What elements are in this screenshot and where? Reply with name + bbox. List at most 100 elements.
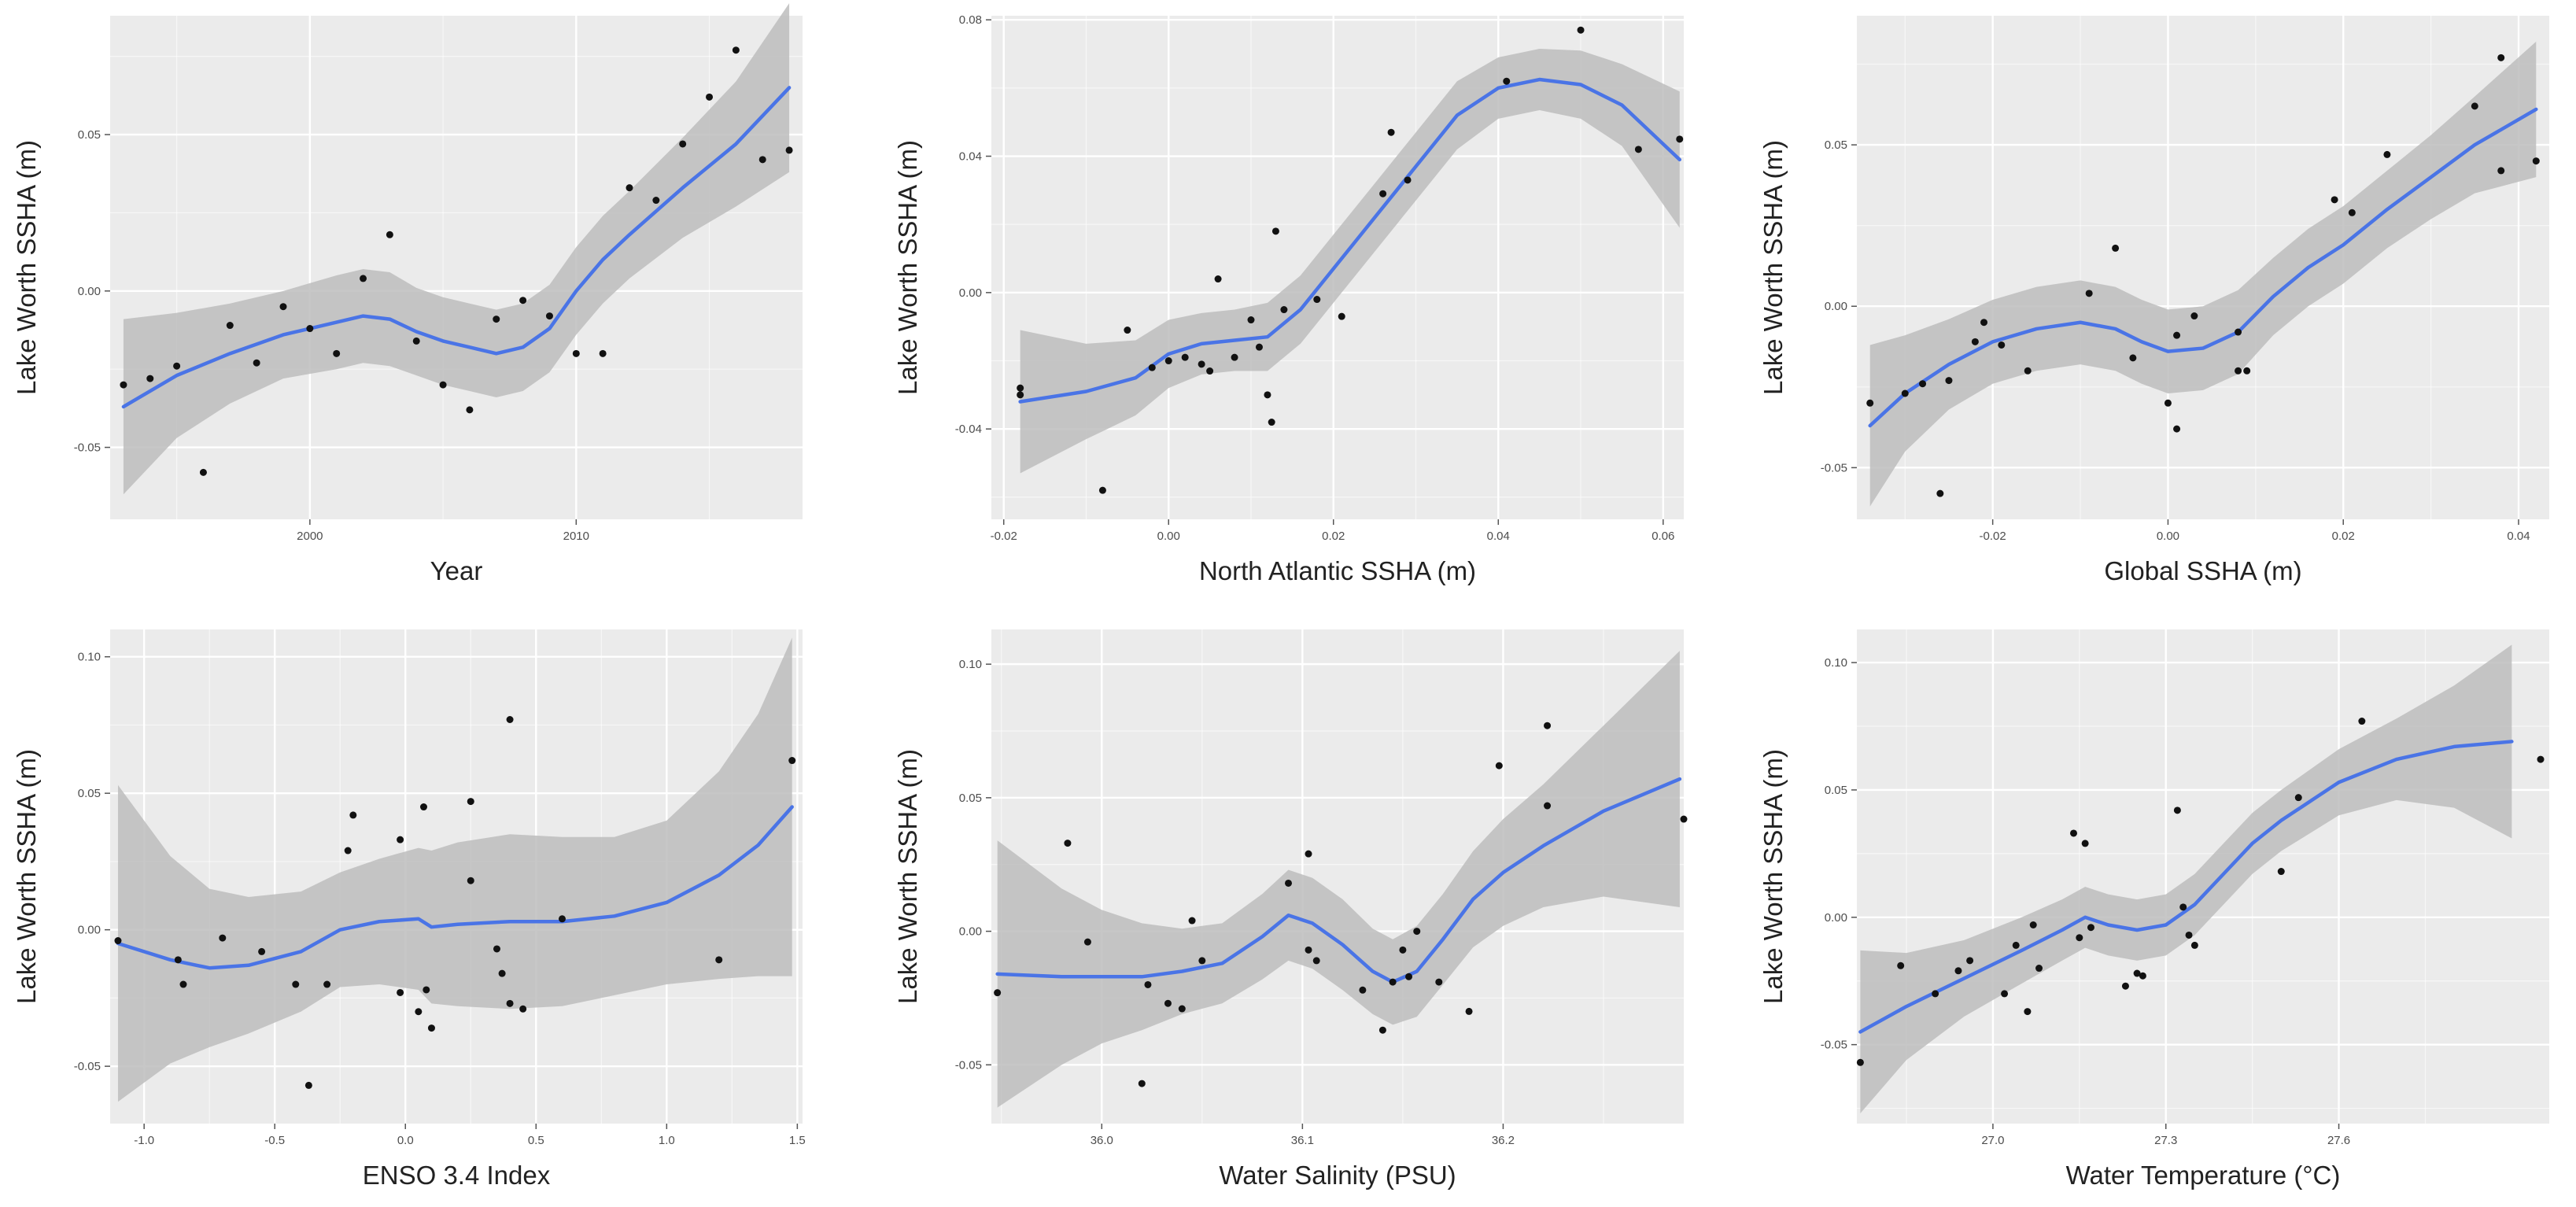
data-point [1083, 938, 1091, 946]
data-point [1305, 850, 1312, 858]
x-tick-label: 0.02 [2332, 530, 2355, 543]
data-point [1164, 999, 1172, 1007]
data-point [2070, 829, 2078, 837]
data-point [519, 1005, 527, 1013]
y-tick-label: -0.05 [955, 1058, 982, 1072]
x-axis-title: ENSO 3.4 Index [363, 1161, 551, 1190]
chart-panel-5: 36.0 36.1 36.2 -0.05 0.00 0.05 0.10 Water Salin… [893, 629, 1688, 1190]
data-point [1124, 327, 1131, 334]
data-point [506, 999, 514, 1007]
data-point [120, 381, 127, 389]
chart-panel-6: 27.0 27.3 27.6 -0.05 0.00 0.05 0.10 Water Tempe… [1759, 629, 2549, 1190]
data-point [1164, 357, 1172, 365]
data-point [1017, 384, 1024, 392]
data-point [1998, 341, 2006, 349]
data-point [323, 980, 331, 988]
data-point [498, 969, 506, 977]
y-tick-label: -0.05 [1821, 1039, 1847, 1052]
x-tick-label: 1.0 [659, 1134, 675, 1147]
data-point [397, 988, 404, 996]
data-point [2133, 969, 2141, 977]
y-tick-label: -0.04 [955, 423, 982, 436]
confidence-band [117, 637, 792, 1102]
x-tick-label: 2000 [297, 530, 323, 543]
y-tick-label: 0.04 [959, 150, 982, 164]
data-point [199, 468, 207, 476]
x-tick-label: 27.0 [1981, 1134, 2004, 1147]
y-axis-title: Lake Worth SSHA (m) [12, 140, 41, 395]
data-point [2185, 931, 2193, 939]
y-axis-title: Lake Worth SSHA (m) [12, 749, 41, 1004]
y-tick-label: 0.00 [1825, 300, 1847, 313]
data-point [2179, 903, 2187, 911]
data-point [652, 197, 660, 205]
data-point [467, 877, 474, 884]
data-point [1181, 353, 1189, 361]
panel-background [1857, 16, 2549, 519]
data-point [2035, 965, 2043, 973]
y-tick-label: -0.05 [74, 441, 101, 455]
confidence-band [1860, 644, 2512, 1114]
data-point [785, 146, 793, 154]
data-point [423, 986, 430, 994]
data-point [1247, 316, 1255, 324]
x-tick-label: 27.6 [2327, 1134, 2350, 1147]
data-point [1676, 135, 1684, 143]
data-point [706, 93, 714, 101]
x-tick-label: 0.04 [2507, 530, 2530, 543]
data-point [2348, 209, 2356, 216]
data-point [1379, 190, 1387, 197]
data-point [1138, 1080, 1146, 1087]
data-point [1387, 128, 1395, 136]
chart-panel-4: -1.0 -0.5 0.0 0.5 1.0 1.5 -0.05 0.00 0.05 0.10 ENS… [12, 629, 806, 1190]
x-tick-label: 0.0 [397, 1134, 414, 1147]
smooth-line [1868, 107, 2538, 428]
data-point [2076, 934, 2083, 942]
y-tick-label: -0.05 [1821, 461, 1847, 474]
data-point [1206, 367, 1214, 375]
data-point [2129, 354, 2137, 362]
data-point [1901, 389, 1909, 397]
data-point [2537, 755, 2545, 763]
data-point [415, 1008, 423, 1016]
data-point [715, 956, 723, 964]
data-point [2331, 196, 2338, 204]
confidence-band [1020, 49, 1680, 474]
x-tick-label: -1.0 [134, 1134, 154, 1147]
data-point [1932, 990, 1939, 998]
data-point [545, 312, 553, 320]
data-point [146, 375, 154, 382]
data-point [2471, 102, 2478, 110]
y-tick-label: 0.10 [1825, 656, 1847, 670]
data-point [2277, 868, 2285, 876]
data-point [304, 1081, 312, 1089]
x-tick-label: 1.5 [789, 1134, 806, 1147]
data-point [439, 381, 447, 389]
data-point [1280, 306, 1288, 314]
data-point [386, 231, 393, 238]
data-point [2029, 921, 2037, 929]
data-point [2173, 331, 2181, 339]
x-tick-label: 36.1 [1291, 1134, 1314, 1147]
y-axis-title: Lake Worth SSHA (m) [893, 749, 922, 1004]
data-point [2358, 718, 2366, 725]
data-point [758, 156, 766, 164]
y-tick-label: -0.05 [74, 1060, 101, 1073]
y-tick-label: 0.00 [959, 925, 982, 939]
x-axis-title: Water Salinity (PSU) [1219, 1161, 1456, 1190]
data-point [2164, 399, 2172, 407]
x-axis-title: Year [430, 556, 483, 585]
data-point [2532, 157, 2540, 165]
data-point [1971, 338, 1979, 345]
data-point [306, 325, 314, 333]
data-point [279, 303, 287, 311]
y-tick-label: 0.10 [959, 658, 982, 671]
data-point [1017, 391, 1024, 399]
data-point [2024, 367, 2032, 375]
data-point [1268, 419, 1275, 426]
data-point [1465, 1007, 1473, 1015]
data-point [2139, 972, 2146, 980]
data-point [174, 956, 182, 964]
data-point [1945, 377, 1953, 385]
